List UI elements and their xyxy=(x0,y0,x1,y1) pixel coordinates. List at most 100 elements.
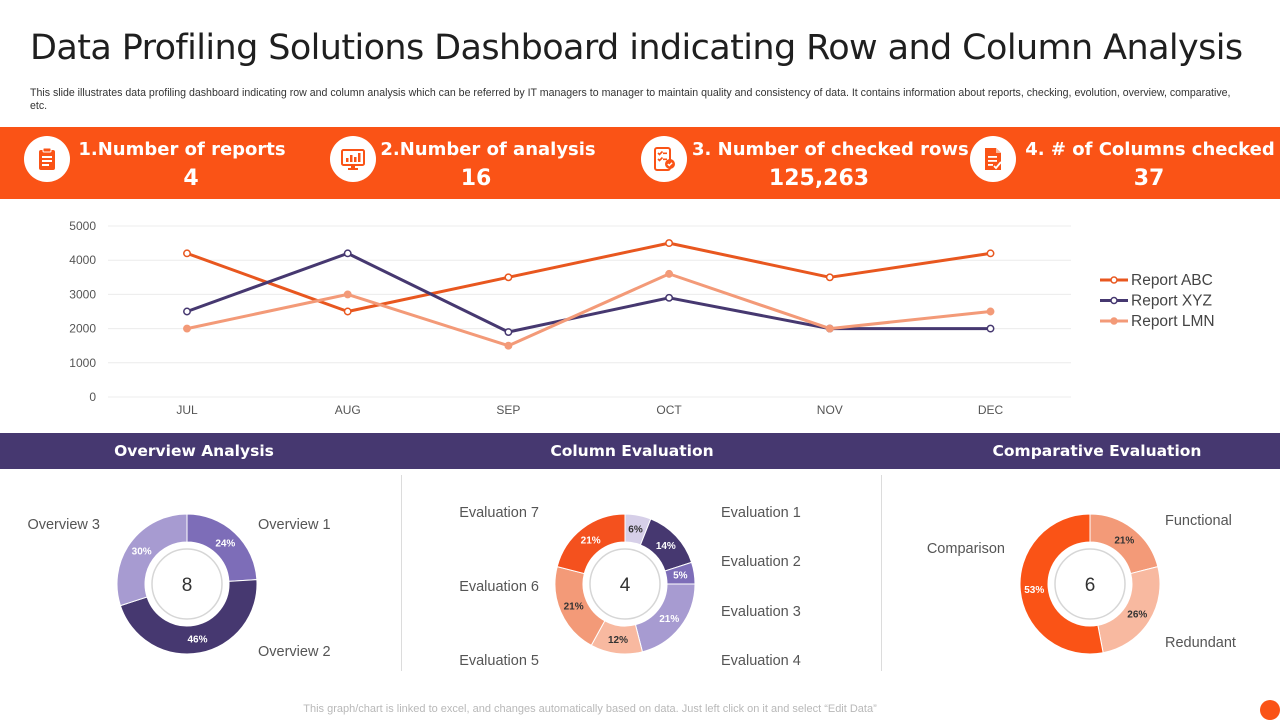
data-point xyxy=(825,273,834,282)
category-label: Evaluation 6 xyxy=(459,579,539,595)
overview-analysis-title: Overview Analysis xyxy=(114,442,274,460)
y-tick-label: 0 xyxy=(89,390,96,404)
series-line xyxy=(186,272,991,348)
series-line xyxy=(186,241,991,313)
monitor-chart-icon xyxy=(330,136,376,182)
category-label: Redundant xyxy=(1165,635,1236,651)
donut-center-value: 8 xyxy=(182,575,193,596)
kpi-band: 1.Number of reports 4 2.Number of analys… xyxy=(0,127,1280,199)
category-label: Overview 2 xyxy=(258,644,331,660)
kpi-label: 4. # of Columns checked xyxy=(1025,139,1275,160)
document-check-icon xyxy=(970,136,1016,182)
data-point xyxy=(183,324,191,333)
divider xyxy=(401,475,402,671)
comparative-evaluation-title: Comparative Evaluation xyxy=(992,442,1202,460)
donut-center-value: 6 xyxy=(1085,575,1096,596)
column-evaluation-donut-chart[interactable]: 6% 14% 5% 21% 12% 21% 21% 4 Evaluation 1 Evaluati… xyxy=(402,484,880,684)
category-label: Evaluation 3 xyxy=(721,604,801,620)
donut-center xyxy=(1054,548,1126,620)
donut-center xyxy=(589,548,661,620)
x-tick-label: DEC xyxy=(978,403,1004,417)
kpi-value: 125,263 xyxy=(768,166,870,191)
category-label: Overview 1 xyxy=(258,517,331,533)
clipboard-icon xyxy=(24,136,70,182)
divider xyxy=(881,475,882,671)
legend-label: Report LMN xyxy=(1131,313,1215,330)
data-point xyxy=(343,290,352,299)
category-label: Comparison xyxy=(927,541,1005,557)
slice-label: 6% xyxy=(628,524,643,535)
page-subtitle: This slide illustrates data profiling da… xyxy=(30,87,1231,112)
line-chart[interactable]: 0 1000 2000 3000 4000 5000 JUL AUG SEP OCT NOV DEC R… xyxy=(0,201,1280,433)
y-tick-label: 3000 xyxy=(69,287,96,301)
legend-marker xyxy=(1110,296,1118,305)
donut-slice xyxy=(116,513,188,607)
y-tick-label: 1000 xyxy=(69,356,96,370)
slice-label: 24% xyxy=(215,539,235,550)
kpi-value: 4 xyxy=(183,166,199,191)
slice-label: 26% xyxy=(1127,610,1147,621)
data-point xyxy=(504,328,513,336)
legend-marker xyxy=(1110,317,1118,325)
donut-slice xyxy=(119,579,258,655)
category-label: Functional xyxy=(1165,513,1232,529)
kpi-label: 1.Number of reports xyxy=(78,139,286,160)
kpi-checked-rows: 3. Number of checked rows 125,263 xyxy=(640,127,969,199)
data-point xyxy=(986,249,995,258)
comparative-donut-chart[interactable]: 21% 26% 53% 6 Functional Redundant Comparison xyxy=(882,484,1280,684)
kpi-value: 16 xyxy=(460,166,492,191)
legend-label: Report XYZ xyxy=(1131,293,1212,310)
corner-dot xyxy=(1260,700,1280,720)
y-tick-label: 5000 xyxy=(69,219,96,233)
kpi-label: 2.Number of analysis xyxy=(380,139,596,160)
slice-label: 21% xyxy=(564,602,584,613)
column-evaluation-title: Column Evaluation xyxy=(550,442,714,460)
x-tick-label: AUG xyxy=(335,403,361,417)
slice-label: 53% xyxy=(1024,585,1044,596)
kpi-label: 3. Number of checked rows xyxy=(692,139,969,160)
y-tick-label: 4000 xyxy=(69,253,96,267)
slice-label: 21% xyxy=(659,614,679,625)
footer-note: This graph/chart is linked to excel, and… xyxy=(303,703,877,715)
kpi-value: 37 xyxy=(1133,166,1165,191)
data-point xyxy=(986,324,995,333)
kpi-columns-checked: 4. # of Columns checked 37 xyxy=(960,127,1280,199)
slice-label: 21% xyxy=(1114,535,1134,546)
x-tick-label: JUL xyxy=(176,403,198,417)
overview-donut-chart[interactable]: 24% 46% 30% 8 Overview 1 Overview 2 Overview 3 xyxy=(0,484,400,684)
data-point xyxy=(825,324,834,333)
x-tick-label: NOV xyxy=(817,403,843,417)
y-tick-label: 2000 xyxy=(69,322,96,336)
data-point xyxy=(343,249,352,258)
data-point xyxy=(504,273,513,282)
kpi-analysis: 2.Number of analysis 16 xyxy=(320,127,640,199)
category-label: Overview 3 xyxy=(27,517,100,533)
x-tick-label: SEP xyxy=(496,403,520,417)
donut-slice xyxy=(556,513,626,575)
category-label: Evaluation 4 xyxy=(721,653,801,669)
data-point xyxy=(986,307,995,316)
legend-label: Report ABC xyxy=(1131,272,1213,289)
donut-center-value: 4 xyxy=(620,575,631,596)
slice-label: 21% xyxy=(581,535,601,546)
slice-label: 12% xyxy=(608,635,628,646)
kpi-reports: 1.Number of reports 4 xyxy=(0,127,320,199)
slice-label: 30% xyxy=(132,547,152,558)
category-label: Evaluation 2 xyxy=(721,554,801,570)
data-point xyxy=(665,269,674,278)
data-point xyxy=(183,307,191,316)
data-point xyxy=(183,249,191,258)
page-title: Data Profiling Solutions Dashboard indic… xyxy=(30,28,1243,68)
slice-label: 46% xyxy=(187,635,207,646)
data-point xyxy=(665,293,674,302)
legend-marker xyxy=(1110,276,1118,284)
category-label: Evaluation 7 xyxy=(459,505,539,521)
donut-center xyxy=(151,548,223,620)
category-label: Evaluation 1 xyxy=(721,505,801,521)
checklist-tablet-icon xyxy=(641,136,687,182)
x-tick-label: OCT xyxy=(656,403,682,417)
data-point xyxy=(504,341,513,350)
slice-label: 14% xyxy=(656,541,676,552)
section-band: Overview Analysis Column Evaluation Comp… xyxy=(0,433,1280,469)
category-label: Evaluation 5 xyxy=(459,653,539,669)
